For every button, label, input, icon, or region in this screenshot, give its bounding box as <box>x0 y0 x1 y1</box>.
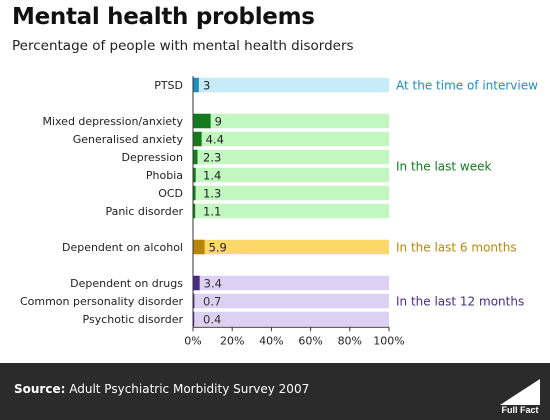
group-label: In the last 6 months <box>396 241 517 255</box>
category-label: OCD <box>158 187 183 200</box>
group-label: At the time of interview <box>396 79 538 93</box>
value-label: 0.4 <box>203 313 221 327</box>
x-tick-label: 0% <box>184 334 201 347</box>
bar-track <box>193 113 389 129</box>
value-label: 3.4 <box>204 277 222 291</box>
x-tick-label: 20% <box>220 334 244 347</box>
bar <box>193 113 211 129</box>
value-label: 2.3 <box>203 151 221 165</box>
group-label: In the last week <box>396 160 492 174</box>
value-label: 1.3 <box>203 187 221 201</box>
value-label: 1.4 <box>203 169 221 183</box>
bar <box>193 293 195 309</box>
category-label: PTSD <box>154 79 183 92</box>
bar <box>193 167 196 183</box>
category-label: Generalised anxiety <box>73 133 184 146</box>
category-label: Mixed depression/anxiety <box>42 115 183 128</box>
bar-track <box>193 239 389 255</box>
bar <box>193 311 195 327</box>
bar <box>193 77 199 93</box>
footer: Source: Adult Psychiatric Morbidity Surv… <box>0 363 550 420</box>
full-fact-logo: Full Fact <box>500 379 540 415</box>
value-label: 5.9 <box>209 241 227 255</box>
bar-track <box>193 131 389 147</box>
category-label: Dependent on alcohol <box>62 241 183 254</box>
chart-subtitle: Percentage of people with mental health … <box>12 38 354 54</box>
bar <box>193 131 202 147</box>
bar <box>193 203 196 219</box>
bar-track <box>193 275 389 291</box>
value-label: 1.1 <box>203 205 221 219</box>
x-tick-label: 60% <box>298 334 322 347</box>
source-text: Adult Psychiatric Morbidity Survey 2007 <box>69 382 310 396</box>
x-tick-label: 40% <box>259 334 283 347</box>
logo-text: Full Fact <box>501 405 538 415</box>
chart-title: Mental health problems <box>12 4 315 30</box>
category-label: Dependent on drugs <box>70 277 183 290</box>
bar-track <box>193 293 389 309</box>
group-label: In the last 12 months <box>396 295 524 309</box>
bar-track <box>193 185 389 201</box>
category-label: Depression <box>122 151 184 164</box>
bar <box>193 275 200 291</box>
category-label: Common personality disorder <box>20 295 183 308</box>
value-label: 9 <box>215 115 222 129</box>
source-label: Source: <box>14 382 66 396</box>
value-label: 3 <box>203 79 210 93</box>
x-tick-label: 80% <box>338 334 362 347</box>
category-label: Panic disorder <box>105 205 183 218</box>
source-line: Source: Adult Psychiatric Morbidity Surv… <box>14 382 309 396</box>
category-label: Phobia <box>146 169 183 182</box>
bar <box>193 149 198 165</box>
category-label: Psychotic disorder <box>83 313 184 326</box>
x-tick-label: 100% <box>373 334 404 347</box>
bar-track <box>193 311 389 327</box>
bar-chart: PTSD 3 At the time of interview Mixed depre… <box>20 76 538 347</box>
bar <box>193 185 196 201</box>
bar-track <box>193 167 389 183</box>
value-label: 4.4 <box>206 133 224 147</box>
bar-track <box>193 77 389 93</box>
bar-track <box>193 203 389 219</box>
value-label: 0.7 <box>203 295 221 309</box>
bar <box>193 239 205 255</box>
bar-track <box>193 149 389 165</box>
